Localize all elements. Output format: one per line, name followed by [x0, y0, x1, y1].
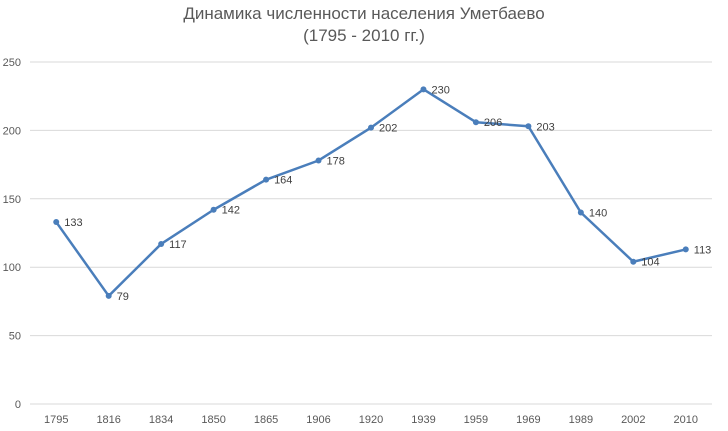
data-label: 203 — [536, 121, 554, 133]
data-label: 104 — [641, 257, 659, 269]
data-label: 117 — [169, 239, 187, 251]
series-line — [54, 88, 688, 298]
data-label: 140 — [589, 207, 607, 219]
x-tick-label: 1959 — [464, 414, 488, 426]
data-point — [420, 86, 427, 93]
data-point — [368, 124, 374, 131]
x-tick-label: 2002 — [621, 414, 645, 426]
data-label: 178 — [327, 155, 345, 167]
x-tick-label: 1795 — [44, 414, 68, 426]
data-label: 206 — [484, 117, 502, 129]
y-tick-label: 50 — [9, 331, 21, 343]
data-point — [263, 176, 270, 183]
data-point — [682, 246, 689, 253]
x-tick-label: 1989 — [569, 414, 593, 426]
data-label: 79 — [117, 291, 129, 303]
y-tick-label: 200 — [3, 125, 21, 137]
x-tick-label: 1834 — [149, 414, 173, 426]
chart-title: Динамика численности населения Уметбаево — [183, 4, 545, 23]
data-label: 164 — [274, 175, 292, 187]
data-point — [472, 119, 479, 126]
chart-subtitle: (1795 - 2010 гг.) — [303, 26, 425, 45]
x-tick-label: 1939 — [411, 414, 435, 426]
data-label: 142 — [222, 205, 240, 217]
data-label: 202 — [379, 123, 397, 135]
data-label: 230 — [431, 84, 449, 96]
x-tick-label: 1906 — [306, 414, 330, 426]
x-tick-label: 1850 — [201, 414, 225, 426]
x-tick-label: 1816 — [96, 414, 120, 426]
data-point — [525, 123, 532, 130]
y-tick-label: 250 — [3, 57, 21, 69]
data-label: 113 — [694, 244, 712, 256]
data-point — [158, 240, 165, 247]
y-tick-label: 100 — [3, 262, 21, 274]
y-tick-label: 150 — [3, 194, 21, 206]
data-label: 133 — [64, 217, 82, 229]
x-tick-label: 1969 — [516, 414, 540, 426]
x-tick-label: 1865 — [254, 414, 278, 426]
data-point — [210, 206, 217, 213]
data-point — [577, 209, 584, 216]
data-point — [105, 292, 112, 299]
x-tick-label: 1920 — [359, 414, 383, 426]
y-tick-label: 0 — [15, 399, 21, 411]
data-point — [315, 157, 322, 164]
data-point — [630, 258, 637, 265]
data-point — [53, 219, 60, 226]
x-tick-label: 2010 — [674, 414, 698, 426]
